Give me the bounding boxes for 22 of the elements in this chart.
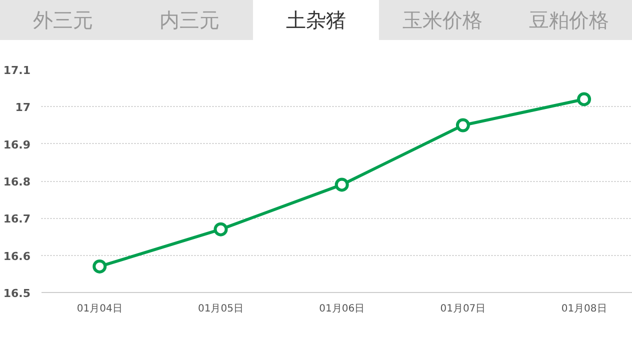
x-tick-label: 01月04日	[76, 304, 122, 314]
x-tick-label: 01月08日	[561, 304, 607, 314]
y-tick-label: 16.9	[3, 138, 30, 152]
point	[577, 92, 592, 106]
y-tick-label: 16.7	[3, 212, 30, 226]
text: 内三元	[126, 0, 253, 40]
y-tick-label: 16.5	[3, 287, 30, 300]
point	[92, 259, 107, 274]
text: 土杂猪	[252, 0, 380, 40]
y-tick-label: 17.1	[3, 64, 30, 77]
text: 豆粕价格	[506, 0, 632, 40]
x-tick-label: 01月07日	[440, 304, 486, 314]
point	[334, 178, 349, 192]
text: 外三元	[0, 0, 126, 40]
x-tick-label: 01月06日	[319, 304, 365, 314]
point	[214, 222, 228, 236]
point	[456, 118, 470, 132]
y-tick-label: 17	[15, 101, 31, 114]
x-tick-label: 01月05日	[198, 304, 244, 314]
y-tick-label: 16.8	[3, 176, 30, 188]
y-tick-label: 16.6	[3, 250, 31, 263]
text: 玉米价格	[379, 0, 506, 40]
